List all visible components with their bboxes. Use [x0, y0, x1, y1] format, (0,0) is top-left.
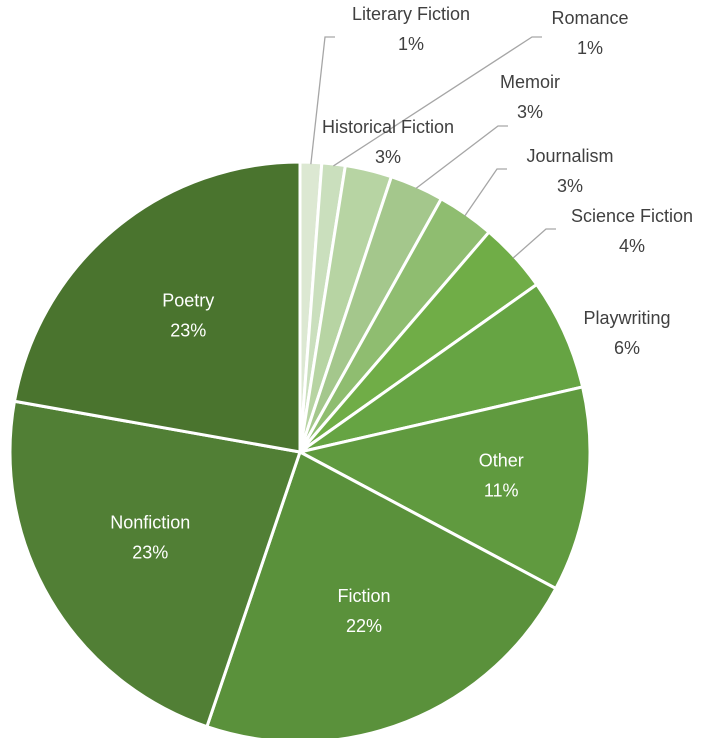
slice-category: Romance [551, 8, 628, 28]
slice-label-playwriting: Playwriting 6% [583, 308, 670, 358]
pie-slice-nonfiction [8, 399, 302, 729]
slice-label-science-fiction: Science Fiction 4% [571, 206, 693, 256]
slice-percent: 23% [170, 321, 206, 341]
slice-label-memoir: Memoir 3% [500, 72, 560, 122]
slice-category: Other [479, 451, 524, 471]
slice-percent: 6% [614, 338, 640, 358]
leader-line-science-fiction [512, 228, 556, 259]
slice-percent: 11% [484, 481, 519, 501]
leader-line-memoir [415, 125, 508, 189]
slice-category: Memoir [500, 72, 560, 92]
slice-percent: 22% [346, 616, 382, 636]
slice-percent: 1% [577, 38, 603, 58]
pie-slice-fiction [205, 449, 558, 738]
slice-category: Playwriting [583, 308, 670, 328]
slices-layer [8, 160, 592, 738]
slice-category: Science Fiction [571, 206, 693, 226]
slice-category: Historical Fiction [322, 117, 454, 137]
slice-category: Fiction [338, 586, 391, 606]
slice-label-journalism: Journalism 3% [526, 146, 613, 196]
slice-label-nonfiction: Nonfiction 23% [110, 513, 190, 563]
leader-line-journalism [464, 168, 507, 217]
slice-label-other: Other 11% [479, 451, 524, 501]
leader-line-romance [333, 36, 542, 167]
slice-percent: 3% [375, 147, 401, 167]
slice-label-literary-fiction: Literary Fiction 1% [352, 4, 470, 54]
slice-label-historical-fiction: Historical Fiction 3% [322, 117, 454, 167]
slice-category: Journalism [526, 146, 613, 166]
leader-lines-layer [310, 36, 556, 259]
slice-percent: 3% [517, 102, 543, 122]
slice-category: Nonfiction [110, 513, 190, 533]
pie-slice-poetry [12, 160, 302, 454]
slice-percent: 1% [398, 34, 424, 54]
slice-label-romance: Romance 1% [551, 8, 628, 58]
slice-label-fiction: Fiction 22% [338, 586, 391, 636]
slice-label-poetry: Poetry 23% [162, 291, 214, 341]
leader-line-literary-fiction [310, 36, 335, 165]
slice-category: Literary Fiction [352, 4, 470, 24]
slice-percent: 23% [132, 543, 168, 563]
slice-percent: 3% [557, 176, 583, 196]
slice-percent: 4% [619, 236, 645, 256]
slice-category: Poetry [162, 291, 214, 311]
labels-layer: Literary Fiction 1% Romance 1% Historical Fi… [110, 4, 693, 636]
pie-slice-other [295, 385, 592, 591]
